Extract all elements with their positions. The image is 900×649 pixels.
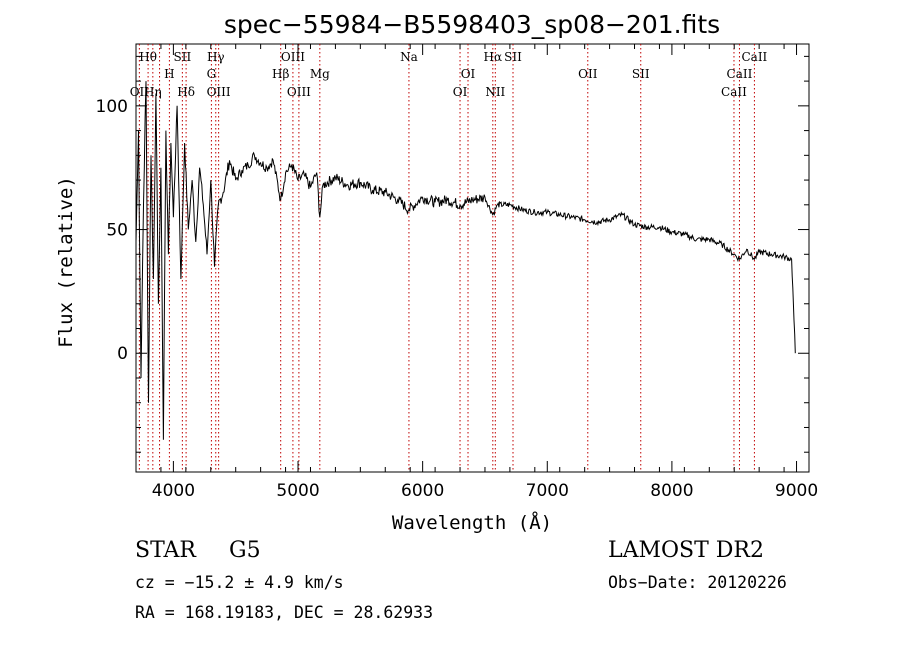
line-label: OIII [207, 85, 231, 99]
line-label: Hβ [272, 67, 289, 81]
spectrum-series [135, 81, 796, 440]
line-label: SII [504, 50, 522, 64]
line-label: SII [632, 67, 650, 81]
line-label: Hα [484, 50, 503, 64]
line-label: OIII [287, 85, 311, 99]
line-label: CaII [721, 85, 747, 99]
line-label: OII [130, 85, 150, 99]
observation-date: Obs−Date: 20120226 [608, 573, 787, 592]
line-label: Hη [144, 85, 162, 99]
line-label: OI [461, 67, 476, 81]
line-label: CaII [741, 50, 767, 64]
coordinates: RA = 168.19183, DEC = 28.62933 [135, 603, 434, 622]
line-label: Na [400, 50, 418, 64]
y-tick-label: 50 [106, 221, 128, 241]
axis-ticks: 4000 5000 6000 7000 8000 9000 0 50 100 [96, 44, 818, 501]
line-label: Hθ [139, 50, 157, 64]
object-class: STAR G5 [135, 538, 261, 563]
line-label: CaII [727, 67, 753, 81]
y-axis-label: Flux (relative) [55, 176, 77, 348]
y-tick-label: 100 [96, 97, 128, 117]
emission-line-markers [138, 44, 755, 472]
x-tick-label: 5000 [276, 481, 319, 501]
object-class-value: STAR [135, 538, 196, 563]
line-label: OIII [281, 50, 305, 64]
x-tick-label: 8000 [650, 481, 693, 501]
line-label: Mg [310, 67, 330, 81]
plot-frame-border [135, 43, 810, 473]
line-label: OI [453, 85, 468, 99]
emission-line-labels: HθOIIHηSIIHHδHγGOIIIOIIIHβOIIIMgNaOIOIHα… [130, 50, 768, 99]
redshift-readout: cz = −15.2 ± 4.9 km/s [135, 573, 344, 592]
line-label: SII [174, 50, 192, 64]
x-tick-label: 9000 [775, 481, 818, 501]
line-label: Hδ [177, 85, 195, 99]
line-label: OII [578, 67, 598, 81]
line-label: Hγ [207, 50, 225, 64]
plot-frame [135, 43, 810, 473]
x-axis-label: Wavelength (Å) [392, 511, 552, 534]
survey-name: LAMOST DR2 [608, 538, 764, 563]
line-label: H [164, 67, 174, 81]
object-subclass: G5 [229, 538, 261, 563]
x-tick-label: 4000 [152, 481, 195, 501]
x-tick-label: 7000 [526, 481, 569, 501]
x-tick-label: 6000 [401, 481, 444, 501]
line-label: G [207, 67, 217, 81]
y-tick-label: 0 [117, 344, 128, 364]
spectrum-line [135, 81, 796, 440]
chart-title: spec−55984−B5598403_sp08−201.fits [224, 10, 720, 39]
line-label: NII [485, 85, 505, 99]
